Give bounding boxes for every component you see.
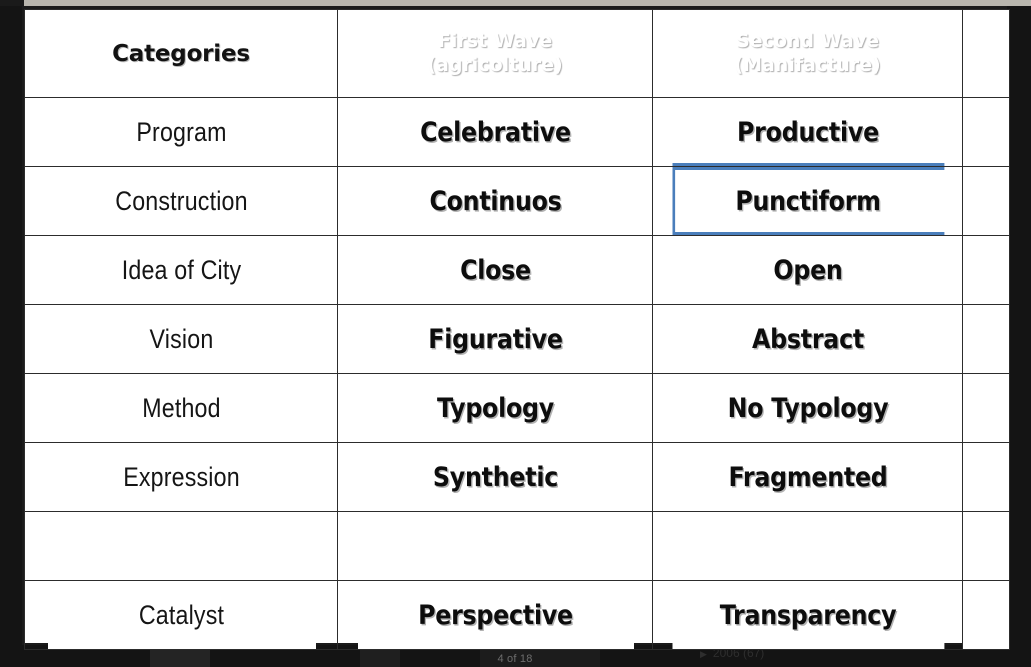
table-row: Program Celebrative Productive bbox=[25, 97, 1010, 167]
column-header-first-wave-label: First Wave bbox=[437, 30, 553, 53]
column-header-categories: Categories bbox=[24, 9, 338, 98]
table-row: Vision Figurative Abstract bbox=[25, 304, 1010, 374]
column-header-first-wave: First Wave (agricolture) bbox=[337, 9, 653, 98]
cell-extra bbox=[962, 511, 1010, 581]
cell-second-wave: Abstract bbox=[670, 304, 945, 374]
sidebar-ghost-entry: ▶ 2006 (67) bbox=[700, 646, 764, 660]
cell-first-wave bbox=[355, 511, 635, 581]
cell-first-wave: Typology bbox=[355, 373, 635, 443]
cell-first-wave: Figurative bbox=[355, 304, 635, 374]
cell-category: Construction bbox=[45, 166, 317, 236]
table-body: Program Celebrative Productive Construct… bbox=[25, 97, 1010, 650]
page-indicator: 4 of 18 bbox=[497, 653, 533, 665]
slide-content-area: Categories First Wave (agricolture) Seco… bbox=[22, 6, 1010, 650]
cell-category: Method bbox=[45, 373, 317, 443]
column-header-second-wave-sublabel: (Manifacture) bbox=[734, 53, 881, 76]
cell-extra bbox=[962, 166, 1010, 236]
cell-second-wave: Open bbox=[670, 235, 945, 305]
cell-second-wave: No Typology bbox=[670, 373, 945, 443]
cell-extra bbox=[962, 304, 1010, 374]
cell-second-wave: Transparency bbox=[670, 580, 945, 650]
cell-category bbox=[45, 511, 317, 581]
column-header-first-wave-sublabel: (agricolture) bbox=[427, 53, 563, 76]
cell-category: Catalyst bbox=[45, 580, 317, 650]
table-row: Method Typology No Typology bbox=[25, 373, 1010, 443]
cell-first-wave: Synthetic bbox=[355, 442, 635, 512]
cell-first-wave: Celebrative bbox=[355, 97, 635, 167]
background-ghost-layer bbox=[0, 645, 1031, 667]
cell-second-wave-selected[interactable]: Punctiform bbox=[670, 166, 945, 236]
cell-category: Idea of City bbox=[45, 235, 317, 305]
cell-second-wave[interactable]: Productive bbox=[670, 97, 945, 167]
table-row: Expression Synthetic Fragmented bbox=[25, 442, 1010, 512]
table-row: Construction Continuos Punctiform bbox=[25, 166, 1010, 236]
viewer-top-chrome-strip bbox=[0, 0, 1031, 6]
cell-category: Expression bbox=[45, 442, 317, 512]
cell-extra bbox=[962, 442, 1010, 512]
cell-second-wave: Fragmented bbox=[670, 442, 945, 512]
ghost-thumbnail-c bbox=[480, 645, 600, 667]
table-row-empty bbox=[25, 511, 1010, 581]
cell-first-wave: Continuos bbox=[355, 166, 635, 236]
viewer-top-chrome-corner bbox=[0, 0, 24, 6]
sidebar-ghost-entry-label: 2006 (67) bbox=[712, 646, 765, 660]
comparison-table: Categories First Wave (agricolture) Seco… bbox=[24, 9, 1010, 650]
cell-extra bbox=[962, 373, 1010, 443]
column-header-second-wave: Second Wave (Manifacture) bbox=[652, 9, 963, 98]
chevron-right-icon: ▶ bbox=[700, 649, 707, 659]
cell-second-wave bbox=[670, 511, 945, 581]
cell-extra bbox=[962, 97, 1010, 167]
cell-first-wave: Perspective bbox=[355, 580, 635, 650]
ghost-thumbnail-a bbox=[150, 645, 210, 667]
ghost-thumbnail-b bbox=[360, 645, 400, 667]
cell-first-wave: Close bbox=[355, 235, 635, 305]
table-header: Categories First Wave (agricolture) Seco… bbox=[24, 9, 1010, 98]
column-header-extra bbox=[962, 9, 1010, 98]
cell-extra bbox=[962, 235, 1010, 305]
cell-category: Vision bbox=[45, 304, 317, 374]
table-header-row: Categories First Wave (agricolture) Seco… bbox=[24, 9, 1010, 98]
table-row: Idea of City Close Open bbox=[25, 235, 1010, 305]
table-row: Catalyst Perspective Transparency bbox=[25, 580, 1010, 650]
cell-extra bbox=[962, 580, 1010, 650]
cell-category: Program bbox=[45, 97, 317, 167]
column-header-second-wave-label: Second Wave bbox=[735, 30, 879, 53]
column-header-categories-label: Categories bbox=[112, 40, 250, 67]
